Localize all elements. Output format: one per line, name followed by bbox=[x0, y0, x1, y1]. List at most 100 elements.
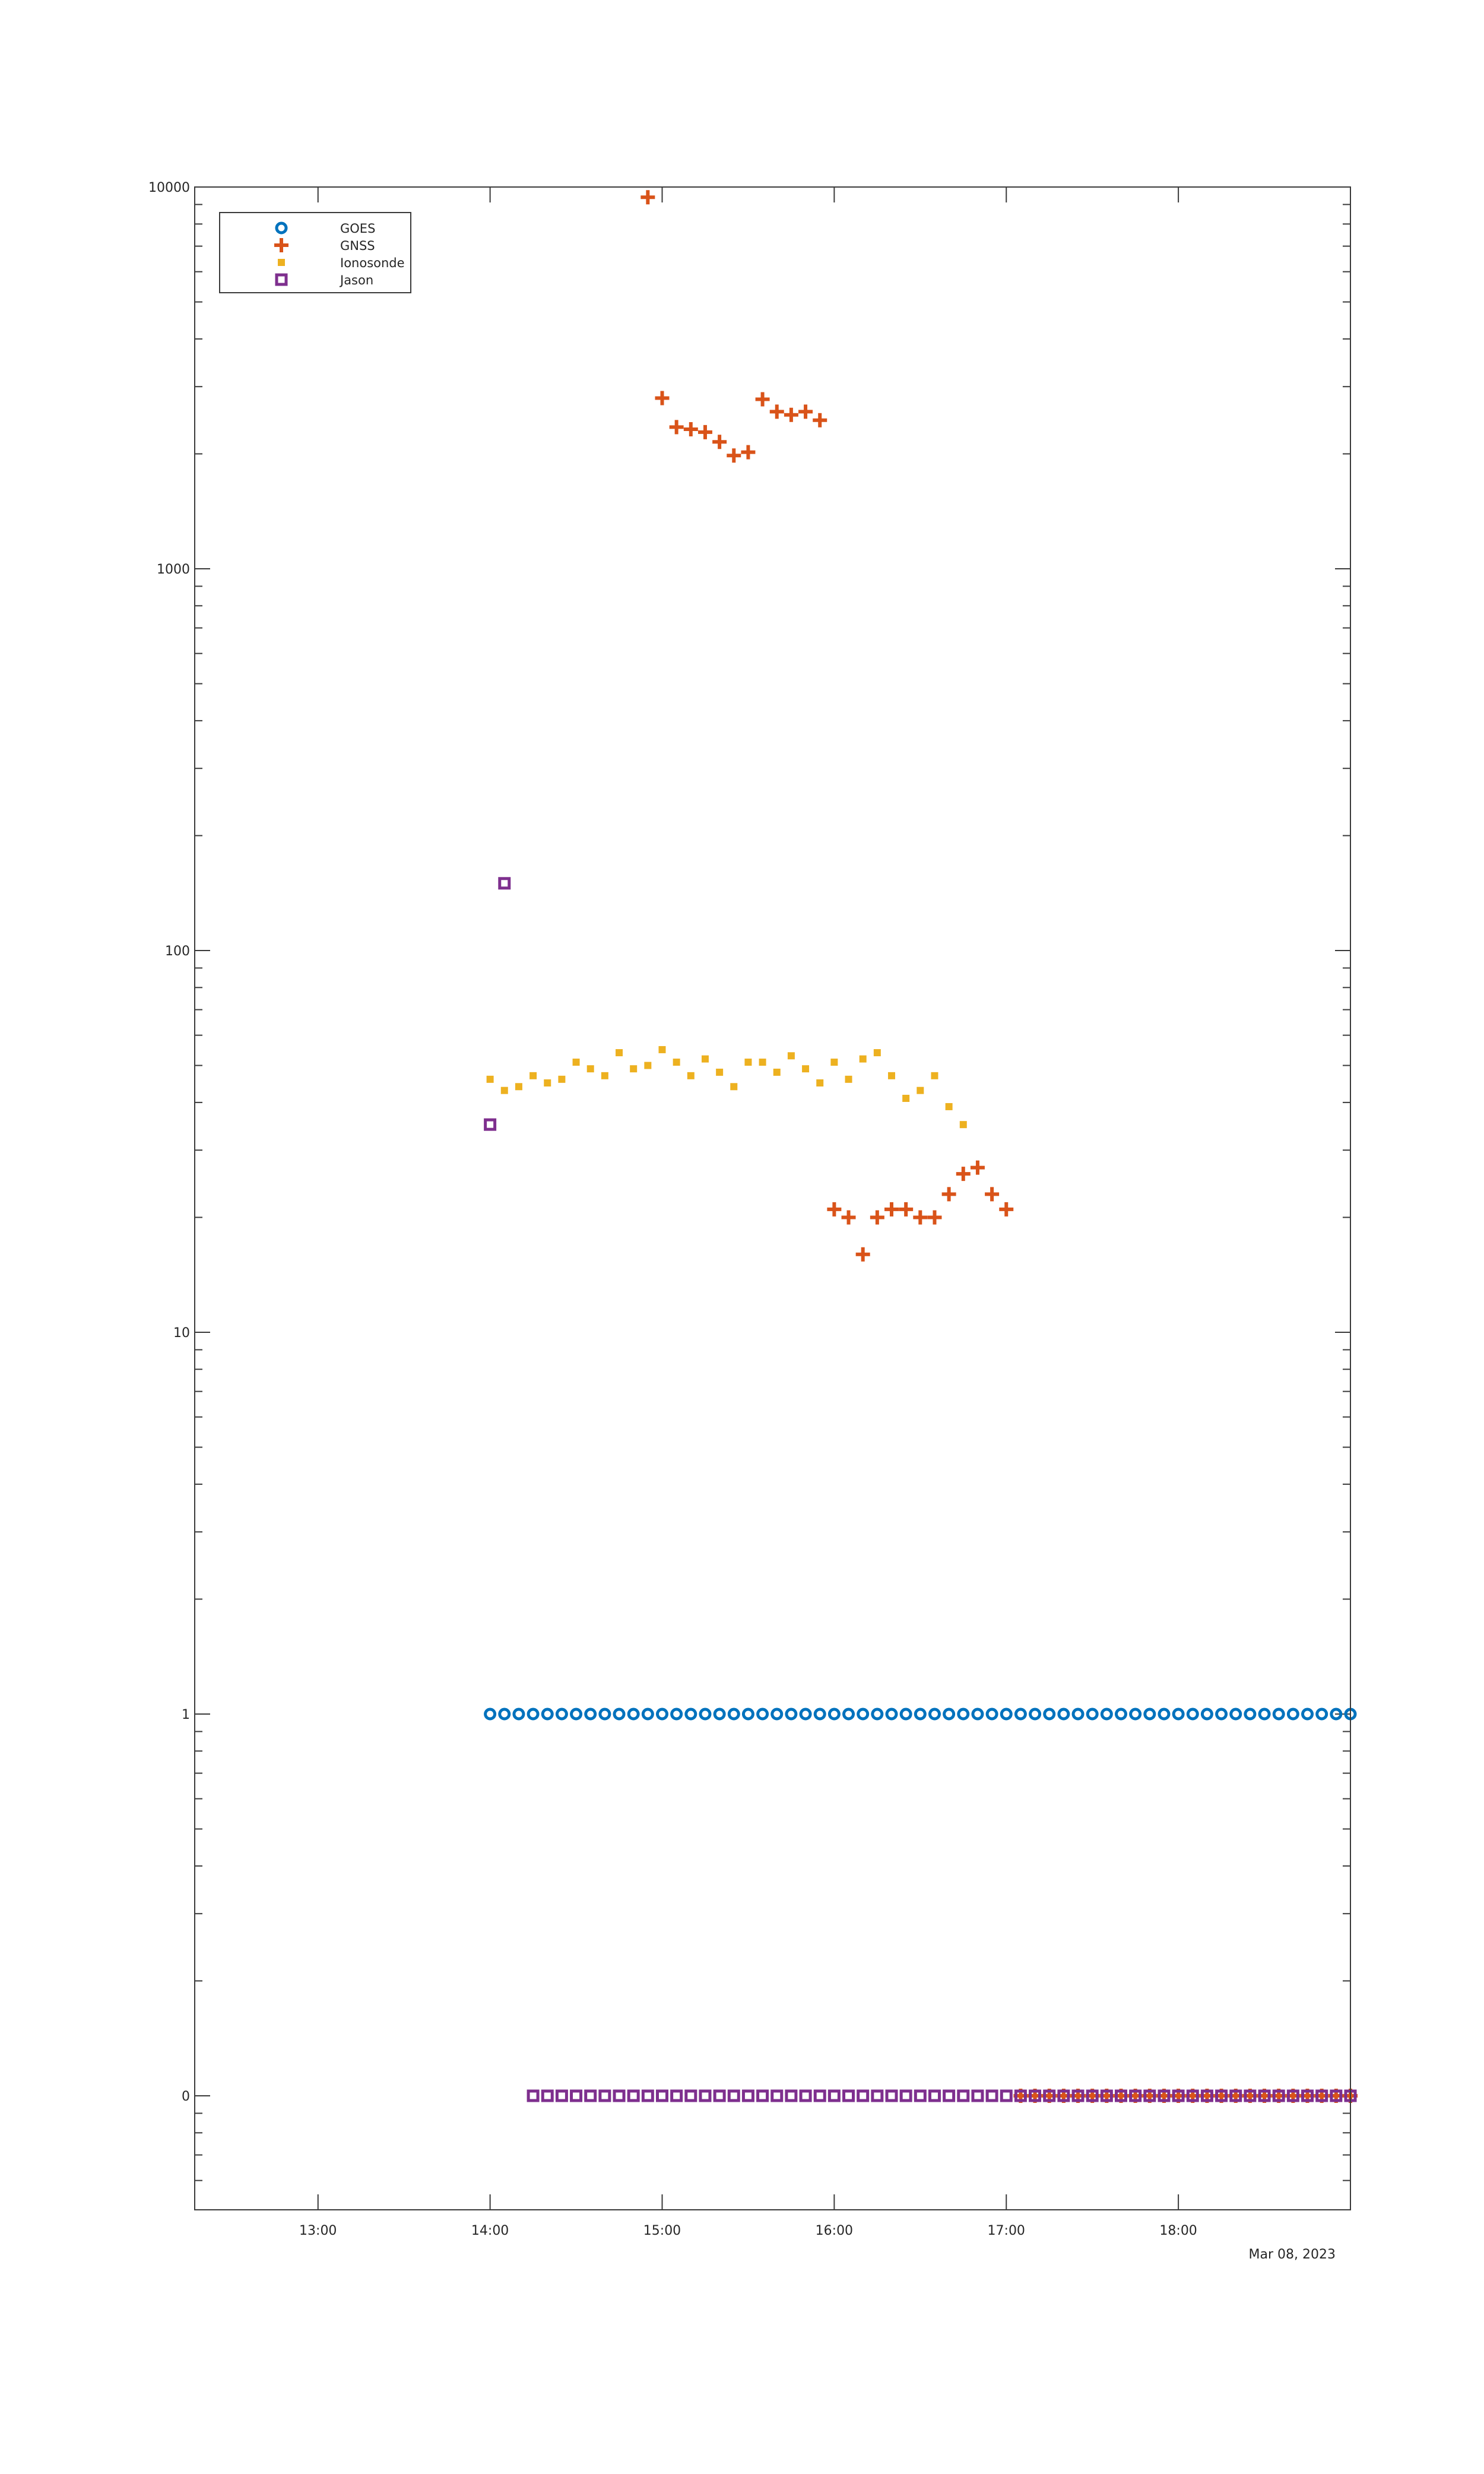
goes-point bbox=[1229, 1708, 1242, 1721]
ionosonde-point bbox=[887, 1072, 895, 1079]
jason-point bbox=[1014, 2089, 1027, 2102]
jason-point bbox=[498, 877, 511, 890]
goes-point bbox=[985, 1708, 998, 1721]
goes-point bbox=[727, 1708, 740, 1721]
gnss-point bbox=[798, 404, 813, 419]
goes-point bbox=[885, 1708, 898, 1721]
goes-point bbox=[1272, 1708, 1285, 1721]
x-date-label: Mar 08, 2023 bbox=[1249, 2247, 1336, 2262]
jason-point bbox=[727, 2089, 740, 2102]
jason-point bbox=[842, 2089, 855, 2102]
jason-point bbox=[1071, 2089, 1085, 2102]
goes-point bbox=[871, 1708, 884, 1721]
goes-point bbox=[570, 1708, 583, 1721]
ionosonde-point bbox=[759, 1059, 766, 1066]
ionosonde-point bbox=[658, 1046, 666, 1053]
goes-point bbox=[799, 1708, 812, 1721]
legend-marker-goes bbox=[275, 221, 288, 235]
jason-point bbox=[1286, 2089, 1299, 2102]
legend-box bbox=[219, 212, 411, 293]
jason-point bbox=[1186, 2089, 1199, 2102]
gnss-point bbox=[913, 1210, 928, 1225]
goes-point bbox=[741, 1708, 754, 1721]
goes-point bbox=[1129, 1708, 1142, 1721]
gnss-point bbox=[655, 391, 670, 406]
gnss-point bbox=[640, 190, 655, 205]
jason-point bbox=[857, 2089, 870, 2102]
ionosonde-point bbox=[816, 1079, 824, 1086]
goes-point bbox=[541, 1708, 554, 1721]
goes-point bbox=[1330, 1708, 1343, 1721]
gnss-point bbox=[683, 422, 698, 436]
jason-point bbox=[1000, 2089, 1013, 2102]
gnss-point bbox=[985, 1187, 1000, 1202]
goes-point bbox=[498, 1708, 511, 1721]
goes-point bbox=[584, 1708, 597, 1721]
jason-point bbox=[598, 2089, 611, 2102]
ionosonde-point bbox=[730, 1083, 738, 1091]
ionosonde-point bbox=[486, 1075, 494, 1083]
goes-point bbox=[555, 1708, 568, 1721]
goes-point bbox=[971, 1708, 984, 1721]
goes-point bbox=[1172, 1708, 1185, 1721]
x-tick-label: 17:00 bbox=[988, 2223, 1025, 2238]
ionosonde-point bbox=[558, 1075, 566, 1083]
x-tick-label: 16:00 bbox=[816, 2223, 853, 2238]
legend-label-gnss: GNSS bbox=[340, 239, 375, 253]
ionosonde-point bbox=[744, 1059, 752, 1066]
ionosonde-point bbox=[787, 1052, 795, 1060]
goes-point bbox=[1114, 1708, 1127, 1721]
ionosonde-point bbox=[802, 1065, 810, 1073]
jason-point bbox=[584, 2089, 597, 2102]
ionosonde-point bbox=[616, 1049, 623, 1057]
goes-point bbox=[1286, 1708, 1299, 1721]
goes-point bbox=[527, 1708, 540, 1721]
jason-point bbox=[684, 2089, 697, 2102]
gnss-point bbox=[784, 407, 798, 422]
jason-point bbox=[1086, 2089, 1099, 2102]
ionosonde-point bbox=[544, 1079, 551, 1086]
gnss-point bbox=[755, 392, 770, 407]
ionosonde-point bbox=[845, 1075, 852, 1083]
jason-point bbox=[756, 2089, 769, 2102]
jason-point bbox=[1029, 2089, 1042, 2102]
goes-point bbox=[627, 1708, 640, 1721]
ionosonde-point bbox=[630, 1065, 638, 1073]
y-tick-label: 10000 bbox=[148, 180, 190, 195]
goes-point bbox=[756, 1708, 769, 1721]
jason-point bbox=[670, 2089, 683, 2102]
ionosonde-point bbox=[601, 1072, 608, 1079]
goes-point bbox=[1200, 1708, 1213, 1721]
jason-point bbox=[899, 2089, 912, 2102]
plot-area bbox=[194, 186, 1351, 2210]
jason-point bbox=[813, 2089, 826, 2102]
gnss-point bbox=[813, 413, 827, 427]
goes-point bbox=[770, 1708, 784, 1721]
jason-point bbox=[713, 2089, 726, 2102]
goes-point bbox=[670, 1708, 683, 1721]
goes-point bbox=[1071, 1708, 1085, 1721]
jason-point bbox=[555, 2089, 568, 2102]
jason-point bbox=[1043, 2089, 1056, 2102]
jason-point bbox=[799, 2089, 812, 2102]
ionosonde-point bbox=[529, 1072, 537, 1079]
jason-point bbox=[1158, 2089, 1171, 2102]
ionosonde-point bbox=[500, 1086, 508, 1094]
y-tick-label: 1 bbox=[182, 1708, 190, 1722]
goes-point bbox=[512, 1708, 525, 1721]
goes-point bbox=[943, 1708, 956, 1721]
legend-marker-ionosonde bbox=[278, 259, 285, 266]
gnss-point bbox=[941, 1187, 956, 1202]
legend-marker-jason bbox=[275, 273, 288, 286]
jason-point bbox=[541, 2089, 554, 2102]
goes-point bbox=[1315, 1708, 1328, 1721]
gnss-point bbox=[741, 445, 756, 460]
goes-point bbox=[613, 1708, 626, 1721]
jason-point bbox=[885, 2089, 898, 2102]
gnss-point bbox=[884, 1202, 899, 1217]
gnss-point bbox=[669, 420, 684, 435]
goes-point bbox=[713, 1708, 726, 1721]
goes-point bbox=[1215, 1708, 1228, 1721]
ionosonde-point bbox=[959, 1121, 967, 1129]
jason-point bbox=[527, 2089, 540, 2102]
